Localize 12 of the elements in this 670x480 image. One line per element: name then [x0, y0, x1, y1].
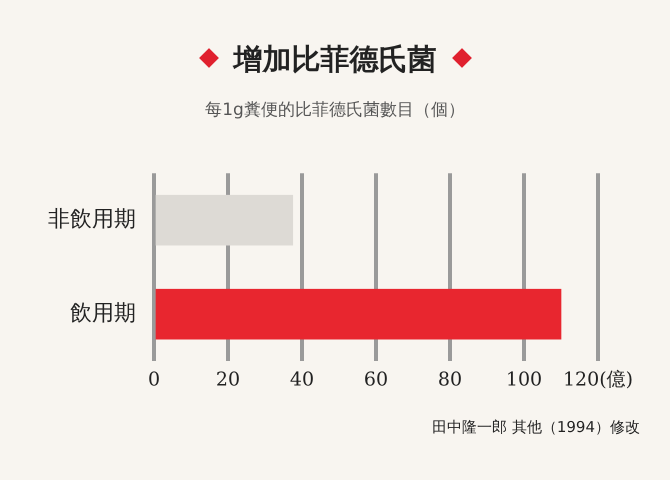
- chart-title: 增加比菲德氏菌: [234, 42, 436, 76]
- y-tick-label: 飲用期: [70, 300, 136, 326]
- chart-subtitle: 每1g糞便的比菲德氏菌數目（個）: [204, 99, 466, 121]
- x-tick-label: 60: [364, 368, 388, 391]
- x-tick-label: 100: [506, 368, 542, 391]
- x-tick-label: 0: [148, 368, 160, 391]
- x-tick-label: 40: [290, 368, 314, 391]
- y-tick-label: 非飲用期: [48, 206, 136, 232]
- x-tick-label: 120(億): [562, 368, 634, 391]
- text: 田中隆一郎 其他（1994）修改: [432, 418, 640, 437]
- x-tick-label: 80: [438, 368, 462, 391]
- x-tick-label: 20: [216, 368, 240, 391]
